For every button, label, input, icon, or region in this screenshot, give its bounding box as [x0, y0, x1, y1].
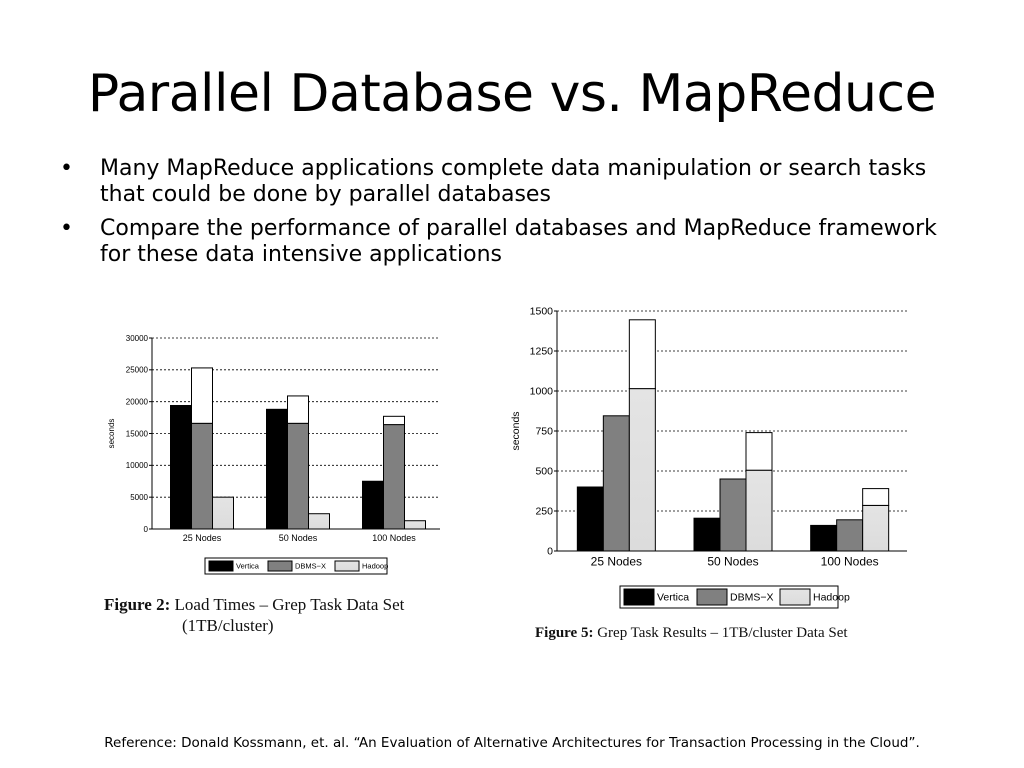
- bar-vertica-1: [693, 517, 721, 552]
- x-tick-label: 25 Nodes: [183, 533, 222, 543]
- bullet-icon: •: [60, 156, 73, 181]
- bar-dbmsx-1: [287, 422, 309, 530]
- figure-2-caption: Figure 2: Load Times – Grep Task Data Se…: [104, 594, 404, 636]
- y-tick-label: 15000: [126, 429, 149, 438]
- bar-extra-2: [383, 415, 405, 426]
- bar-vertica-0: [576, 486, 604, 552]
- x-tick-label: 25 Nodes: [591, 555, 642, 569]
- bullet-text: Compare the performance of parallel data…: [100, 216, 937, 267]
- y-axis-label: seconds: [510, 411, 522, 450]
- legend-swatch-2: [334, 560, 360, 572]
- figure-2-text: Load Times – Grep Task Data Set: [174, 595, 405, 614]
- bar-extra-1: [287, 395, 309, 424]
- bar-dbmsx-0: [191, 422, 213, 530]
- y-axis-label: seconds: [107, 419, 116, 449]
- legend-swatch-1: [696, 588, 728, 606]
- y-tick-label: 20000: [126, 397, 149, 406]
- legend-label-1: DBMS−X: [730, 592, 773, 604]
- figure-2-label: Figure 2:: [104, 595, 171, 614]
- y-tick-label: 250: [535, 506, 553, 518]
- y-tick-label: 500: [535, 466, 553, 478]
- legend-swatch-1: [267, 560, 293, 572]
- bar-hadoop-1: [308, 513, 330, 530]
- legend-label-2: Hadoop: [362, 562, 388, 571]
- y-tick-label: 1000: [530, 386, 554, 398]
- bar-extra-0: [628, 319, 656, 390]
- bar-dbmsx-1: [719, 478, 747, 552]
- figure-5-text: Grep Task Results – 1TB/cluster Data Set: [597, 625, 848, 641]
- y-tick-label: 25000: [126, 366, 149, 375]
- bar-dbmsx-0: [602, 415, 630, 552]
- y-tick-label: 0: [547, 546, 553, 558]
- bullet-list: • Many MapReduce applications complete d…: [60, 156, 960, 276]
- y-tick-label: 1500: [530, 306, 554, 318]
- bar-vertica-2: [810, 524, 838, 552]
- legend-label-2: Hadoop: [813, 592, 850, 604]
- y-tick-label: 1250: [530, 346, 554, 358]
- grep-task-chart-svg: 0 250 500 750 1000 1250 1500 seconds 25 Nodes 50 …: [510, 306, 907, 609]
- figure-5-caption: Figure 5: Grep Task Results – 1TB/cluste…: [535, 623, 848, 643]
- bullet-text: Many MapReduce applications complete dat…: [100, 156, 927, 207]
- figure-2-text-line2: (1TB/cluster): [182, 616, 274, 635]
- legend-swatch-2: [779, 588, 811, 606]
- x-tick-label: 50 Nodes: [279, 533, 318, 543]
- y-tick-label: 0: [144, 525, 149, 534]
- bar-hadoop-0: [628, 388, 656, 552]
- x-tick-label: 100 Nodes: [821, 555, 879, 569]
- load-times-chart-svg: 0 5000 10000 15000 20000 25000 30000 seconds 25 …: [107, 334, 440, 575]
- legend-label-1: DBMS−X: [295, 562, 326, 571]
- bar-extra-2: [862, 488, 890, 506]
- y-tick-label: 30000: [126, 334, 149, 343]
- bar-hadoop-0: [212, 496, 234, 530]
- bullet-icon: •: [60, 216, 73, 241]
- bullet-item: • Many MapReduce applications complete d…: [60, 156, 960, 208]
- grep-task-chart: 0 250 500 750 1000 1250 1500 seconds 25 Nodes 50 …: [505, 300, 915, 612]
- legend-swatch-0: [208, 560, 234, 572]
- bar-hadoop-2: [404, 520, 426, 530]
- figure-5-label: Figure 5:: [535, 625, 594, 641]
- y-tick-label: 10000: [126, 461, 149, 470]
- bar-hadoop-1: [745, 469, 773, 552]
- bar-vertica-0: [170, 404, 192, 530]
- bar-vertica-1: [266, 408, 288, 530]
- bar-dbmsx-2: [383, 424, 405, 530]
- bar-vertica-2: [362, 480, 384, 530]
- bar-extra-0: [191, 367, 213, 424]
- slide-title: Parallel Database vs. MapReduce: [87, 64, 937, 124]
- legend-label-0: Vertica: [236, 562, 260, 571]
- x-tick-label: 100 Nodes: [372, 533, 416, 543]
- x-tick-label: 50 Nodes: [707, 555, 758, 569]
- load-times-chart: 0 5000 10000 15000 20000 25000 30000 seconds 25 …: [100, 330, 460, 580]
- bullet-item: • Compare the performance of parallel da…: [60, 216, 960, 268]
- bar-hadoop-2: [862, 504, 890, 552]
- reference-note: Reference: Donald Kossmann, et. al. “An …: [104, 735, 920, 751]
- legend-swatch-0: [623, 588, 655, 606]
- y-tick-label: 5000: [130, 493, 148, 502]
- legend-label-0: Vertica: [657, 592, 689, 604]
- y-tick-label: 750: [535, 426, 553, 438]
- bar-dbmsx-2: [836, 519, 864, 552]
- bar-extra-1: [745, 432, 773, 471]
